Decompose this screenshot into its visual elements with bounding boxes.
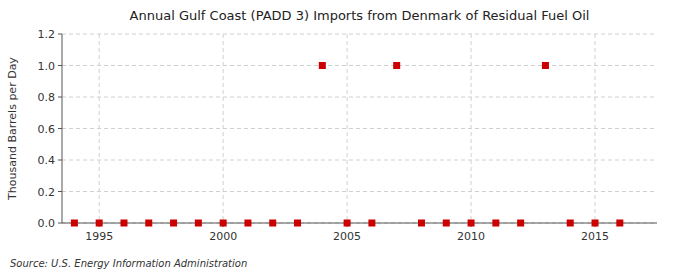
point: [492, 220, 499, 227]
x-tick-label: 2000: [209, 230, 237, 243]
y-tick-label: 0.6: [38, 123, 56, 136]
grid-line-y: [62, 128, 657, 129]
point: [220, 220, 227, 227]
chart-svg: 0.0 0.2 0.4 0.6 0.8 1.0 1.2 1995 2000 2005 2010 201…: [0, 0, 675, 275]
point: [517, 220, 524, 227]
point: [368, 220, 375, 227]
title: Annual Gulf Coast (PADD 3) Imports from …: [130, 8, 590, 23]
x-tick-label: 2015: [581, 230, 609, 243]
point: [542, 62, 549, 69]
x-tick-label: 1995: [85, 230, 113, 243]
point: [269, 220, 276, 227]
grid-line-y: [62, 65, 657, 66]
grid-line-x: [347, 34, 348, 223]
y-tick: [58, 128, 62, 129]
point: [418, 220, 425, 227]
point: [567, 220, 574, 227]
point: [592, 220, 599, 227]
point: [145, 220, 152, 227]
point: [616, 220, 623, 227]
y-tick-label: 1.0: [38, 60, 56, 73]
x-tick-label: 2010: [457, 230, 485, 243]
grid-line-y: [62, 160, 657, 161]
grid-line-y: [62, 34, 657, 35]
y-axis-label: Thousand Barrels per Day: [6, 57, 19, 201]
point: [170, 220, 177, 227]
y-tick-label: 0.2: [38, 186, 56, 199]
source-note: Source: U.S. Energy Information Administ…: [10, 258, 247, 269]
y-tick: [58, 34, 62, 35]
points: [71, 62, 623, 227]
y-tick: [58, 160, 62, 161]
y-tick-label: 1.2: [38, 28, 56, 41]
point: [71, 220, 78, 227]
grid-line-x: [99, 34, 100, 223]
grid-line-x: [595, 34, 596, 223]
y-tick-label: 0.0: [38, 217, 56, 230]
point: [393, 62, 400, 69]
point: [443, 220, 450, 227]
chart-container: 0.0 0.2 0.4 0.6 0.8 1.0 1.2 1995 2000 2005 2010 201…: [0, 0, 675, 275]
y-tick: [58, 65, 62, 66]
point: [344, 220, 351, 227]
point: [319, 62, 326, 69]
point: [96, 220, 103, 227]
grid-line-x: [471, 34, 472, 223]
y-tick-label: 0.8: [38, 91, 56, 104]
x-tick-label: 2005: [333, 230, 361, 243]
point: [195, 220, 202, 227]
grid: [62, 34, 657, 223]
grid-line-x: [223, 34, 224, 223]
grid-line-y: [62, 97, 657, 98]
y-tick: [58, 97, 62, 98]
point: [294, 220, 301, 227]
y-tick: [58, 223, 62, 224]
y-tick: [58, 191, 62, 192]
point: [468, 220, 475, 227]
grid-line-y: [62, 191, 657, 192]
point: [120, 220, 127, 227]
point: [244, 220, 251, 227]
y-tick-label: 0.4: [38, 154, 56, 167]
background: [0, 0, 675, 275]
